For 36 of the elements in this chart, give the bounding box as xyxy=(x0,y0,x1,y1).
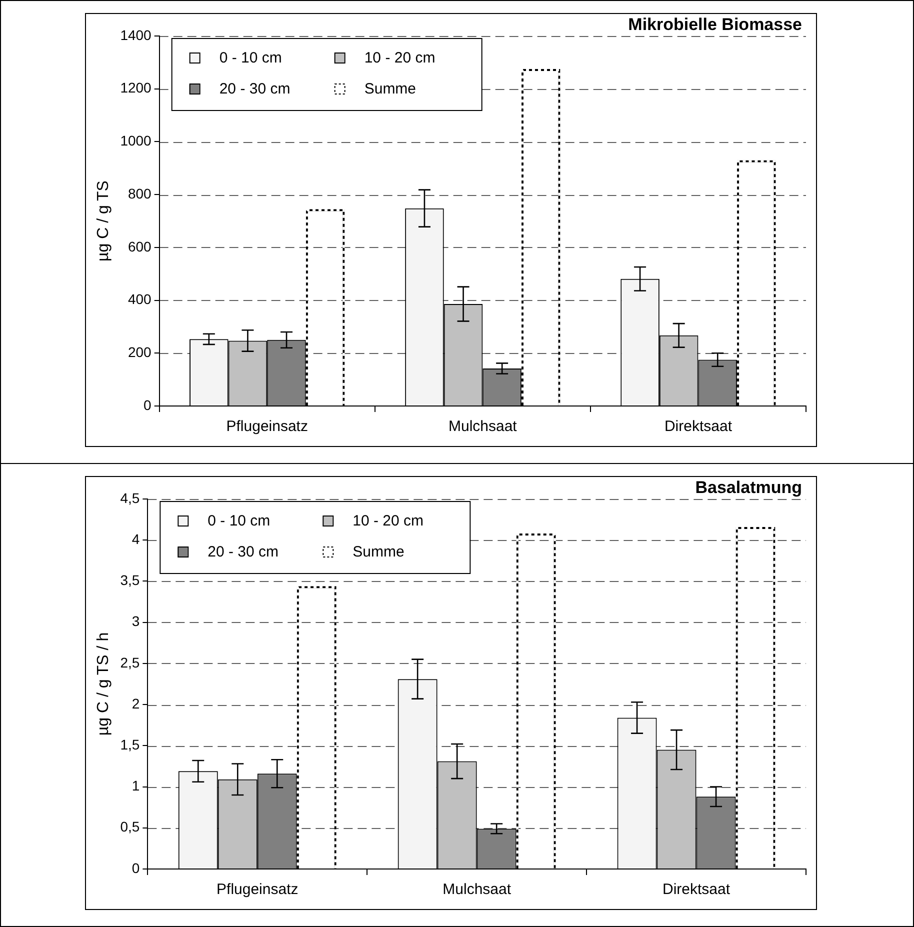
legend-label: 10 - 20 cm xyxy=(364,50,436,67)
y-tick-label: 1 xyxy=(132,778,140,794)
y-axis-title: µg C / g TS xyxy=(95,180,112,262)
x-tick-label: Mulchsaat xyxy=(442,881,512,898)
legend-label: 0 - 10 cm xyxy=(219,50,282,67)
y-tick-label: 0 xyxy=(144,396,152,413)
y-tick-label: 1,5 xyxy=(120,736,140,753)
y-tick-label: 200 xyxy=(128,344,152,360)
y-tick-label: 0 xyxy=(132,860,140,876)
legend-label: Summe xyxy=(364,80,416,98)
x-tick-label: Direktsaat xyxy=(662,881,731,898)
y-tick-label: 4,5 xyxy=(120,490,140,506)
legend-label: Summe xyxy=(352,544,404,561)
y-tick-label: 4 xyxy=(132,530,140,547)
chart-title: Mikrobielle Biomasse xyxy=(628,15,802,34)
y-tick-label: 2 xyxy=(132,695,140,712)
x-tick-label: Mulchsaat xyxy=(448,418,518,436)
legend-label: 20 - 30 cm xyxy=(208,544,279,561)
y-tick-label: 2,5 xyxy=(120,654,140,670)
y-tick-label: 3 xyxy=(132,613,140,630)
y-tick-label: 800 xyxy=(128,185,152,202)
y-axis-title: µg C / g TS / h xyxy=(95,632,112,736)
chart-title: Basalatmung xyxy=(695,478,802,498)
y-tick-label: 600 xyxy=(128,238,152,254)
legend-label: 0 - 10 cm xyxy=(208,512,270,530)
legend-label: 20 - 30 cm xyxy=(219,80,290,98)
y-tick-label: 1400 xyxy=(120,26,152,43)
y-tick-label: 1000 xyxy=(120,132,152,149)
y-tick-label: 0,5 xyxy=(120,818,140,835)
y-tick-label: 1200 xyxy=(120,80,152,96)
x-tick-label: Direktsaat xyxy=(664,418,733,436)
legend-label: 10 - 20 cm xyxy=(352,512,424,530)
y-tick-label: 3,5 xyxy=(120,572,140,588)
x-tick-label: Pflugeinsatz xyxy=(216,881,298,898)
y-tick-label: 400 xyxy=(128,291,152,308)
x-tick-label: Pflugeinsatz xyxy=(226,418,308,436)
